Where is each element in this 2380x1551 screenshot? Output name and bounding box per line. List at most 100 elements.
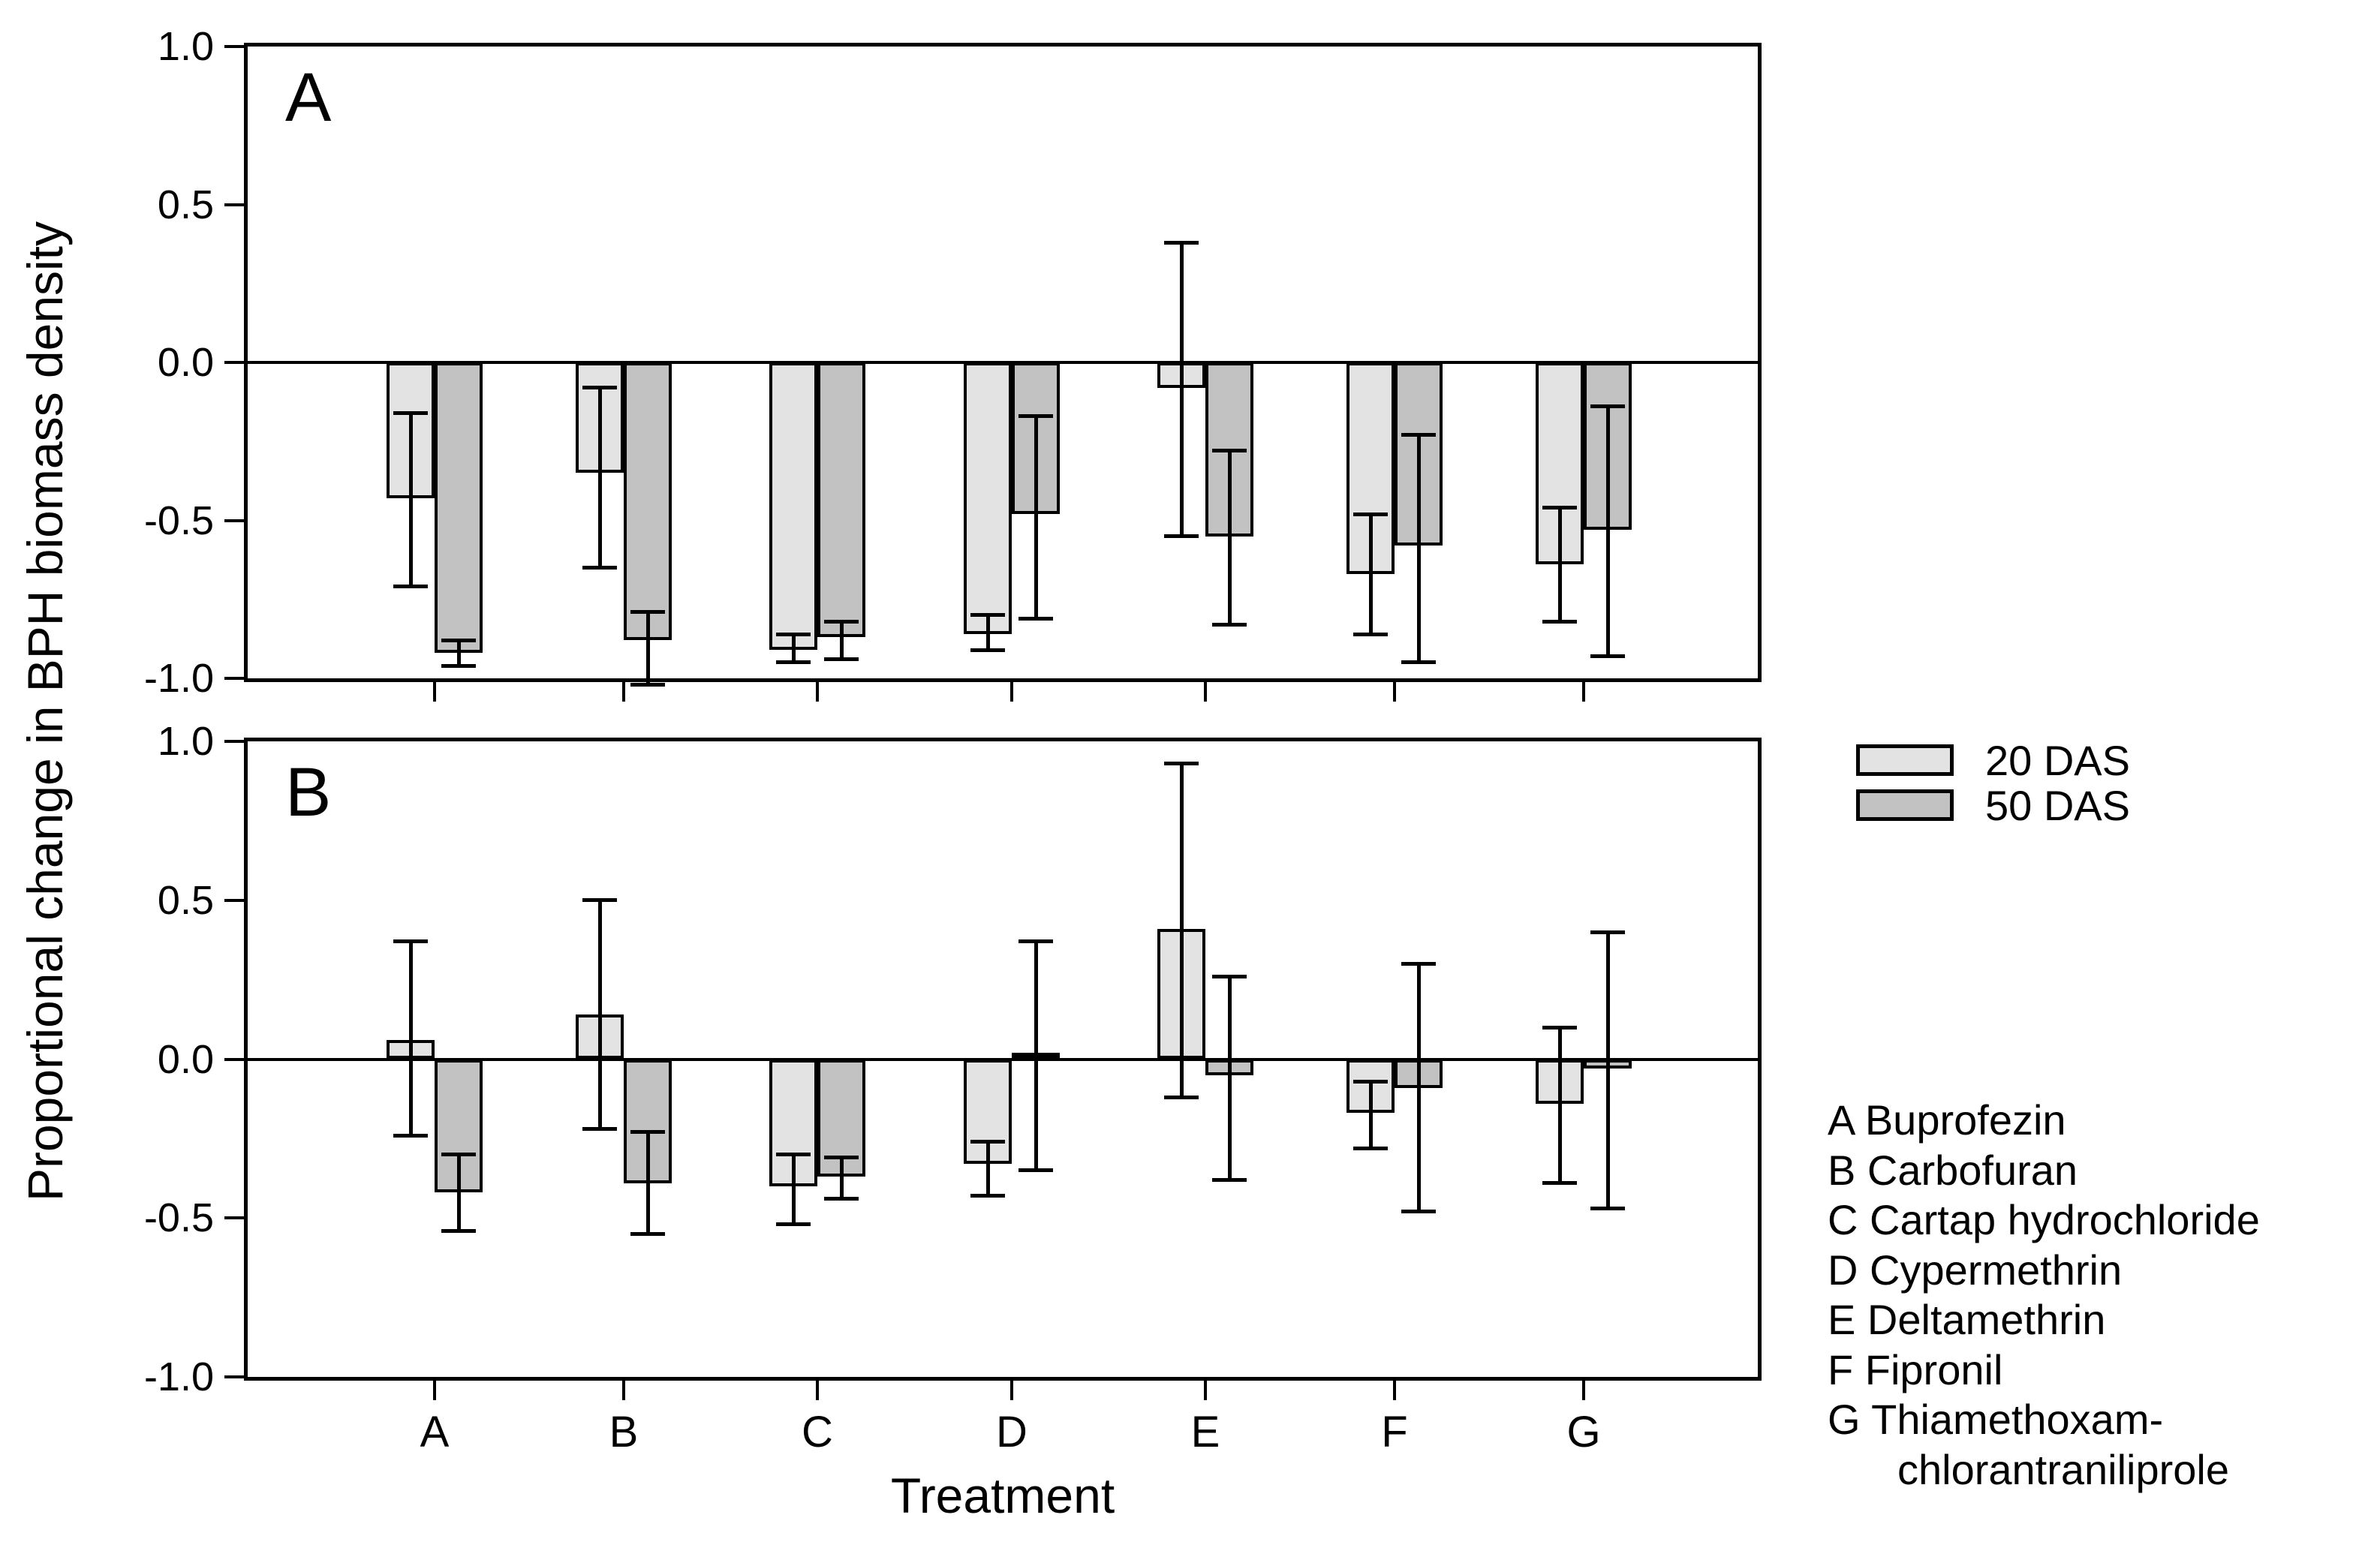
error-bar xyxy=(791,1154,796,1225)
x-tick-label-d: D xyxy=(996,1408,1028,1456)
error-cap-upper xyxy=(441,638,476,642)
error-cap-lower xyxy=(970,1194,1005,1198)
error-bar xyxy=(839,621,844,660)
error-cap-upper xyxy=(1353,1079,1388,1084)
bar-a-50das xyxy=(435,362,483,654)
error-cap-upper xyxy=(776,632,811,636)
error-cap-lower xyxy=(1590,1207,1625,1211)
error-bar xyxy=(791,634,796,663)
error-bar xyxy=(985,615,990,651)
y-tick xyxy=(224,898,244,902)
x-tick-label-f: F xyxy=(1381,1408,1408,1456)
error-cap-lower xyxy=(1018,1168,1053,1173)
error-bar xyxy=(408,413,413,587)
y-tick-label: 0.5 xyxy=(157,877,214,923)
y-tick-label: -0.5 xyxy=(143,1195,214,1241)
error-cap-lower xyxy=(582,1127,617,1132)
panel-label-b: B xyxy=(285,754,332,831)
error-cap-upper xyxy=(1590,930,1625,934)
error-cap-upper xyxy=(1401,433,1436,437)
y-tick xyxy=(224,45,244,48)
y-tick-label: -0.5 xyxy=(143,497,214,543)
x-tick xyxy=(433,1381,436,1400)
error-bar xyxy=(408,941,413,1136)
error-cap-upper xyxy=(1212,974,1247,978)
panel-label-a: A xyxy=(285,59,332,136)
panel-a xyxy=(244,43,1762,687)
error-cap-lower xyxy=(1164,534,1199,539)
error-cap-upper xyxy=(1401,961,1436,966)
x-tick-label-g: G xyxy=(1566,1408,1601,1456)
error-bar xyxy=(1416,434,1421,663)
error-cap-lower xyxy=(1542,619,1577,624)
x-tick xyxy=(816,1381,819,1400)
error-cap-lower xyxy=(1212,622,1247,627)
x-tick xyxy=(622,682,625,702)
x-tick xyxy=(433,682,436,702)
treatment-key-line-2: B Carbofuran xyxy=(1828,1146,2078,1194)
y-tick xyxy=(224,740,244,743)
error-cap-lower xyxy=(1401,1210,1436,1214)
x-tick xyxy=(1393,682,1396,702)
bar-c-50das xyxy=(817,362,865,638)
x-tick xyxy=(1393,1381,1396,1400)
error-cap-upper xyxy=(1018,414,1053,419)
treatment-key-line-8: chlorantraniliprole xyxy=(1897,1445,2230,1493)
error-cap-upper xyxy=(970,1140,1005,1144)
error-cap-lower xyxy=(1542,1181,1577,1186)
error-cap-upper xyxy=(1164,762,1199,766)
x-tick xyxy=(1010,682,1013,702)
error-cap-lower xyxy=(1401,660,1436,665)
error-bar xyxy=(597,387,602,568)
error-bar xyxy=(1034,941,1038,1171)
error-bar xyxy=(456,1154,461,1231)
error-bar xyxy=(1605,932,1610,1209)
bar-c-20das xyxy=(769,362,817,651)
x-tick xyxy=(1010,1381,1013,1400)
y-tick-label: 0.0 xyxy=(157,340,214,385)
error-cap-lower xyxy=(393,585,428,589)
error-bar xyxy=(1416,963,1421,1212)
error-cap-upper xyxy=(1542,1025,1577,1029)
error-cap-lower xyxy=(1018,616,1053,621)
y-tick-label: -1.0 xyxy=(143,656,214,701)
y-tick-label: 0.0 xyxy=(157,1036,214,1082)
y-tick xyxy=(224,361,244,364)
legend-label-20das: 20 DAS xyxy=(1985,737,2130,784)
y-tick-label: -1.0 xyxy=(143,1354,214,1399)
error-bar xyxy=(1368,514,1373,635)
x-tick xyxy=(1204,682,1207,702)
error-cap-lower xyxy=(630,1231,665,1236)
error-cap-upper xyxy=(393,939,428,944)
error-cap-upper xyxy=(393,410,428,415)
error-cap-lower xyxy=(776,1222,811,1227)
error-cap-lower xyxy=(970,648,1005,652)
legend-swatch-20das xyxy=(1856,744,1954,776)
error-cap-upper xyxy=(1164,240,1199,245)
error-bar xyxy=(1179,763,1184,1098)
error-bar xyxy=(1034,416,1038,618)
x-tick-label-c: C xyxy=(802,1408,833,1456)
x-tick xyxy=(622,1381,625,1400)
error-bar xyxy=(1227,976,1232,1180)
treatment-key-line-3: C Cartap hydrochloride xyxy=(1828,1196,2260,1243)
error-cap-lower xyxy=(1590,654,1625,659)
y-tick xyxy=(224,1216,244,1220)
y-tick xyxy=(224,1057,244,1061)
error-cap-upper xyxy=(970,613,1005,618)
error-cap-upper xyxy=(1353,512,1388,516)
error-bar xyxy=(1605,406,1610,657)
x-tick-label-e: E xyxy=(1190,1408,1220,1456)
error-cap-lower xyxy=(393,1133,428,1138)
error-bar xyxy=(985,1141,990,1196)
y-tick xyxy=(224,519,244,522)
x-tick xyxy=(1204,1381,1207,1400)
error-cap-upper xyxy=(1590,404,1625,409)
panel-b xyxy=(244,738,1762,1381)
error-cap-lower xyxy=(582,566,617,570)
error-cap-lower xyxy=(1353,1146,1388,1150)
x-tick-label-a: A xyxy=(420,1408,450,1456)
bar-b-50das xyxy=(624,362,672,641)
y-tick xyxy=(224,203,244,206)
